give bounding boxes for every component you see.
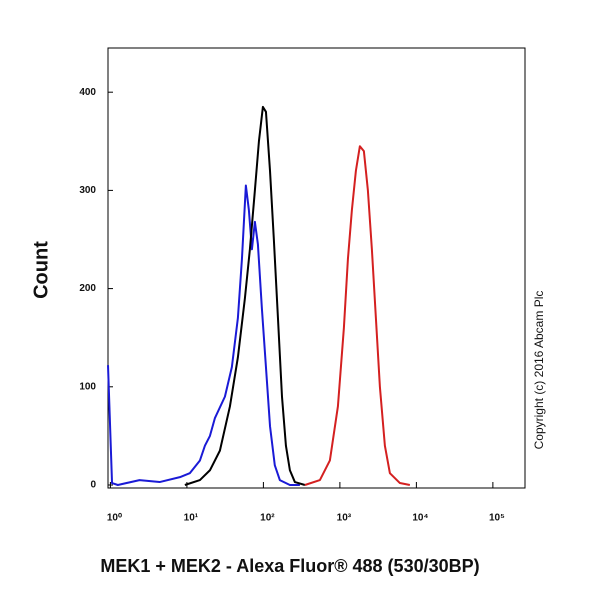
series-line: [304, 145, 411, 486]
x-tick-label: 10³: [337, 513, 352, 524]
x-axis-label: MEK1 + MEK2 - Alexa Fluor® 488 (530/30BP…: [100, 556, 479, 576]
y-tick-label: 400: [79, 87, 96, 98]
y-axis-label: Count: [30, 241, 52, 299]
y-tick-label: 300: [79, 185, 96, 196]
copyright-note: Copyright (c) 2016 Abcam Plc: [532, 291, 546, 450]
y-tick-label: 200: [79, 283, 96, 294]
x-tick-label: 10²: [260, 513, 275, 524]
y-tick-label: 0: [90, 480, 96, 491]
y-tick-label: 100: [79, 381, 96, 392]
series-line: [184, 105, 306, 486]
x-tick-label: 10⁰: [107, 513, 122, 524]
plot-frame: [107, 47, 526, 489]
x-tick-label: 10¹: [184, 513, 199, 524]
x-tick-label: 10⁴: [412, 513, 428, 524]
x-tick-label: 10⁵: [489, 513, 505, 524]
series-line: [107, 184, 300, 486]
